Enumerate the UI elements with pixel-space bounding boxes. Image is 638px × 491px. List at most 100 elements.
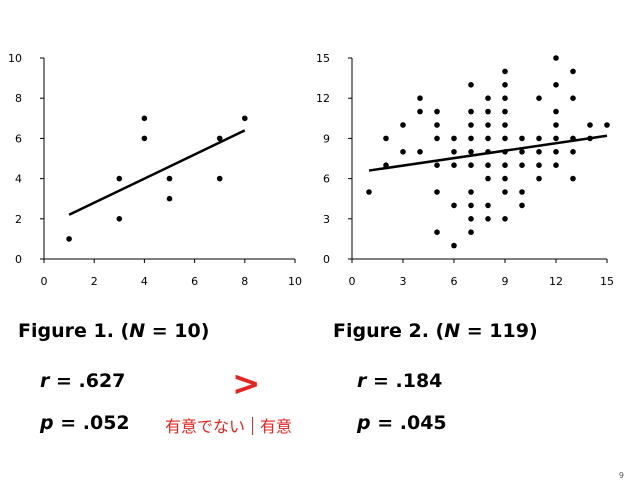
figure-1-caption-prefix: Figure 1. ( (18, 320, 130, 342)
trend-line (368, 134, 608, 172)
y-tick-label: 0 (15, 253, 22, 266)
data-point (383, 162, 389, 168)
x-tick-label: 4 (141, 275, 148, 288)
data-point (434, 189, 440, 195)
figure-1-caption-suffix: = 10) (145, 320, 210, 342)
data-point (451, 242, 457, 249)
p-symbol: p (357, 412, 371, 434)
data-point (519, 149, 525, 155)
data-point (434, 229, 440, 235)
significant-label: 有意 (260, 417, 293, 436)
data-point (216, 135, 223, 142)
data-point (468, 229, 474, 235)
data-point (242, 115, 248, 122)
data-point (502, 68, 508, 75)
x-tick-label: 12 (549, 275, 563, 288)
figure-1-caption: Figure 1. (N = 10) (18, 320, 209, 342)
significance-label: 有意でない 有意 (165, 413, 292, 437)
trend-line (68, 129, 246, 216)
x-tick-label: 0 (41, 275, 48, 288)
data-point (383, 135, 389, 142)
figure-2-caption: Figure 2. (N = 119) (333, 320, 538, 342)
data-point (468, 216, 474, 222)
figure-1-p-stat: p = .052 (40, 412, 130, 434)
data-point (536, 162, 542, 168)
data-point (553, 122, 559, 128)
data-point (451, 149, 457, 155)
data-point (216, 175, 223, 182)
data-point (451, 135, 457, 142)
page-number: 9 (618, 471, 624, 480)
r2-value: = .184 (366, 370, 443, 392)
data-point (502, 162, 508, 168)
data-point (417, 149, 423, 155)
y-tick-label: 15 (316, 52, 330, 65)
x-tick-label: 8 (241, 275, 248, 288)
figure-2-chart: 0 3 6 9 12 15 0 3 6 9 12 15 (316, 52, 614, 288)
data-point (536, 175, 542, 182)
y-tick-label: 4 (15, 173, 22, 186)
data-point (553, 108, 559, 115)
data-point (434, 135, 440, 142)
data-point (434, 162, 440, 168)
data-point (485, 175, 491, 182)
data-point (434, 122, 440, 128)
data-point (536, 149, 542, 155)
x-tick-label: 6 (451, 275, 458, 288)
x-tick-label: 3 (400, 275, 407, 288)
data-point (451, 202, 457, 209)
data-point (553, 149, 559, 155)
r-symbol: r (357, 370, 367, 392)
data-point (502, 175, 508, 182)
figure-2-r-stat: r = .184 (357, 370, 442, 392)
p1-value: = .052 (53, 412, 130, 434)
data-point (468, 162, 474, 168)
data-point (468, 189, 474, 195)
data-point (485, 122, 491, 128)
data-point (468, 108, 474, 115)
figure-2-caption-prefix: Figure 2. ( (333, 320, 445, 342)
data-point (570, 149, 576, 155)
data-point (519, 202, 525, 209)
x-tick-label: 0 (349, 275, 356, 288)
data-point (536, 135, 542, 142)
y-tick-label: 0 (323, 253, 330, 266)
data-point (468, 135, 474, 142)
data-point (66, 236, 72, 242)
data-point (553, 82, 559, 88)
data-point (570, 175, 576, 182)
x-tick-label: 10 (288, 275, 302, 288)
data-point (141, 115, 148, 122)
data-point (553, 55, 559, 61)
y-tick-label: 8 (15, 92, 22, 105)
data-point (400, 149, 406, 155)
data-point (485, 216, 491, 222)
data-point (502, 216, 508, 222)
figure-1-r-stat: r = .627 (40, 370, 125, 392)
data-point (485, 95, 491, 101)
data-point (116, 216, 123, 222)
r1-value: = .627 (49, 370, 126, 392)
data-point (434, 108, 440, 115)
figure-2-p-stat: p = .045 (357, 412, 447, 434)
data-point (417, 95, 423, 101)
data-point (485, 135, 491, 142)
data-point (468, 122, 474, 128)
data-point (451, 162, 457, 168)
data-point (485, 202, 491, 209)
separator-bar (252, 417, 254, 435)
data-point (366, 189, 372, 195)
p2-value: = .045 (370, 412, 447, 434)
p-symbol: p (40, 412, 54, 434)
data-point (400, 122, 406, 128)
data-point (519, 135, 525, 142)
data-point (141, 135, 148, 142)
figure-1-chart: 0 2 4 6 8 10 0 2 4 6 8 10 (8, 52, 302, 288)
y-tick-label: 3 (323, 213, 330, 226)
data-point (553, 135, 559, 142)
y-tick-label: 6 (15, 132, 22, 145)
data-point (166, 175, 173, 182)
x-tick-label: 2 (91, 275, 98, 288)
data-point (417, 108, 423, 115)
data-point (502, 189, 508, 195)
